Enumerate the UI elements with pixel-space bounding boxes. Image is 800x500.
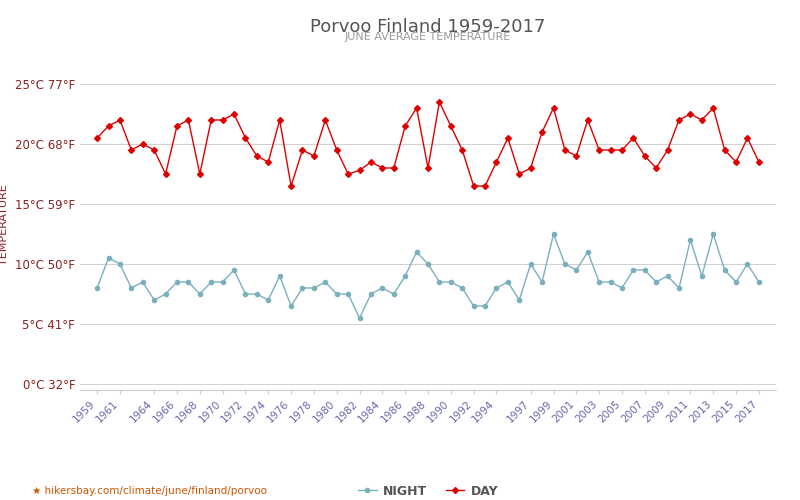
Legend: NIGHT, DAY: NIGHT, DAY [353,480,503,500]
Text: JUNE AVERAGE TEMPERATURE: JUNE AVERAGE TEMPERATURE [345,32,511,42]
Text: ★ hikersbay.com/climate/june/finland/porvoo: ★ hikersbay.com/climate/june/finland/por… [32,486,267,496]
Y-axis label: TEMPERATURE: TEMPERATURE [0,184,10,266]
Title: Porvoo Finland 1959-2017: Porvoo Finland 1959-2017 [310,18,546,36]
